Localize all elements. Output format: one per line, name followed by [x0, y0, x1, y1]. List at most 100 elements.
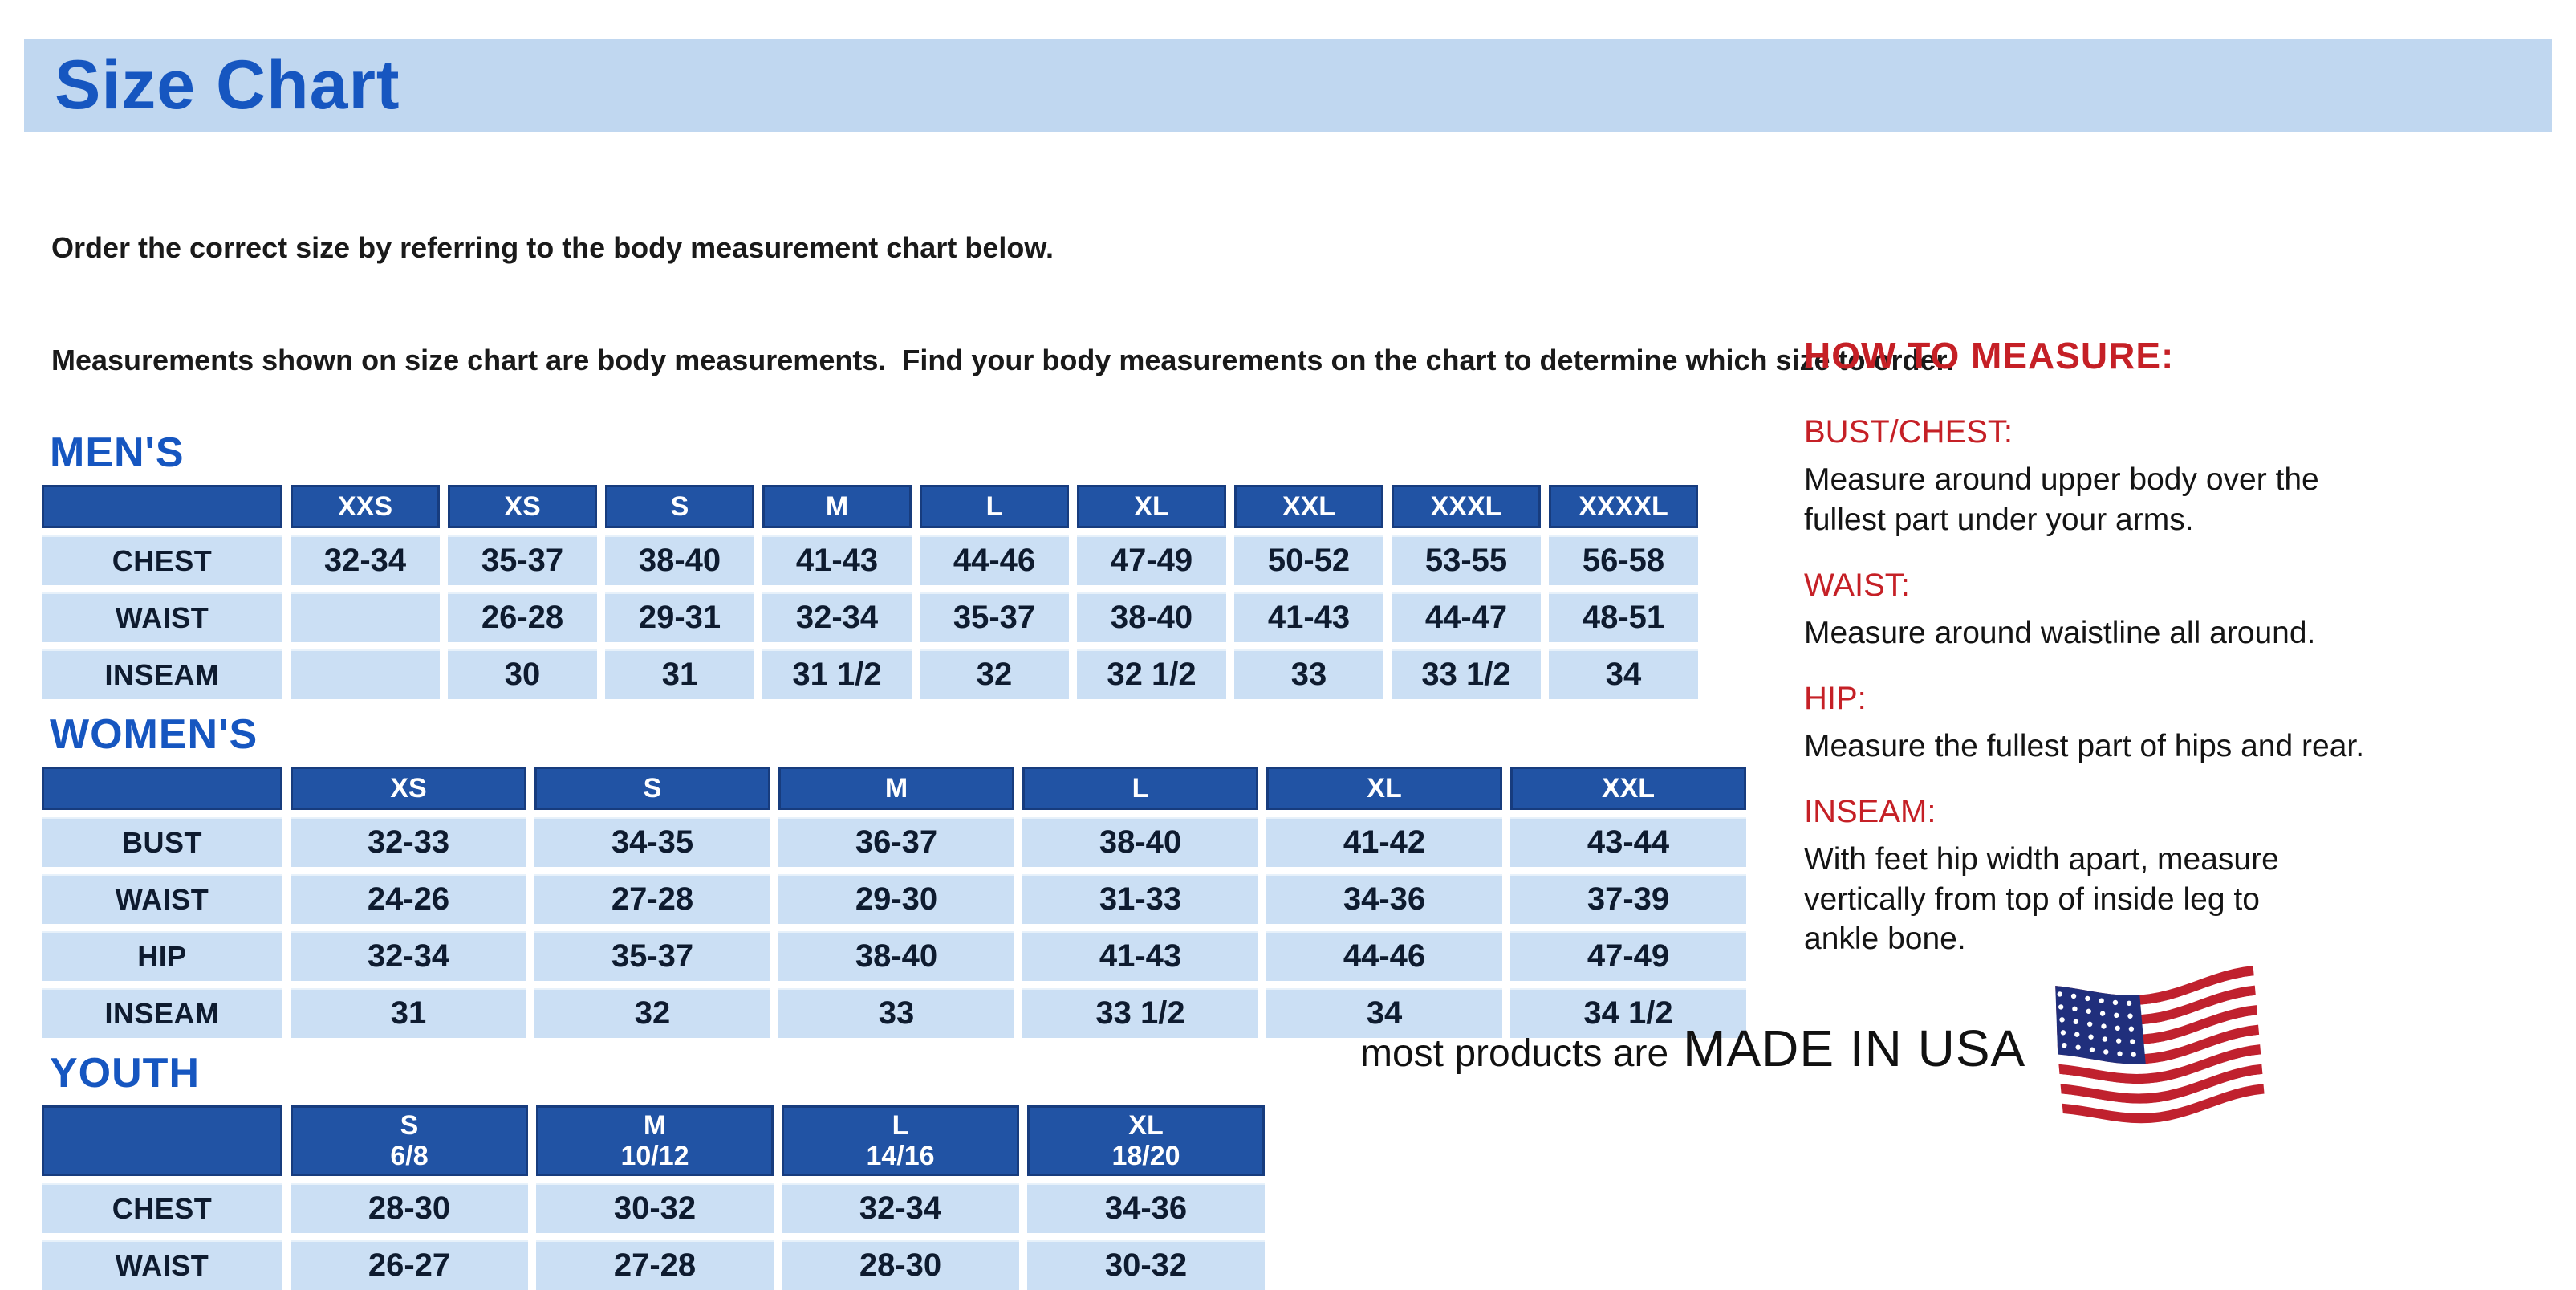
size-value-cell: 26-28 — [448, 592, 597, 642]
how-to-measure-title: HOW TO MEASURE: — [1804, 335, 2175, 376]
column-header-cell: S 6/8 — [291, 1105, 528, 1176]
size-value-cell: 35-37 — [448, 535, 597, 585]
size-value-cell: 34 1/2 — [1510, 987, 1746, 1038]
size-value-cell: 38-40 — [1077, 592, 1226, 642]
size-value-cell — [291, 592, 440, 642]
measure-item-text: With feet hip width apart, measure verti… — [1804, 841, 2279, 957]
column-header-cell: XXXL — [1392, 484, 1541, 528]
made-in-usa-footer: most products are MADE IN USA — [1360, 966, 2282, 1130]
mens-size-table: XXS XS S M L XL XXL XXXL XXXXL CHEST 32-34 35-37 38-… — [42, 484, 1775, 699]
row-label-cell: CHEST — [42, 1182, 282, 1233]
size-value-cell: 31 — [291, 987, 526, 1038]
size-value-cell: 33 1/2 — [1022, 987, 1258, 1038]
table-corner-cell — [42, 1105, 282, 1176]
size-value-cell: 34-35 — [534, 816, 770, 867]
size-value-cell: 32-34 — [291, 535, 440, 585]
size-value-cell: 44-46 — [1266, 930, 1502, 981]
size-value-cell: 41-43 — [1234, 592, 1383, 642]
size-value-cell: 31-33 — [1022, 873, 1258, 924]
column-header-cell: M 10/12 — [536, 1105, 774, 1176]
size-value-cell: 41-42 — [1266, 816, 1502, 867]
made-in-usa-text: most products are MADE IN USA — [1360, 1019, 2025, 1078]
size-value-cell: 53-55 — [1392, 535, 1541, 585]
size-value-cell: 32-33 — [291, 816, 526, 867]
column-header-cell: XL 18/20 — [1027, 1105, 1265, 1176]
measure-item-label: WAIST: — [1804, 567, 1910, 603]
column-header-cell: XL — [1077, 484, 1226, 528]
size-value-cell: 32 — [920, 649, 1069, 699]
intro-line-2: Measurements shown on size chart are bod… — [51, 343, 1954, 376]
size-value-cell: 30-32 — [1027, 1239, 1265, 1290]
intro-text: Order the correct size by referring to t… — [51, 154, 2576, 417]
size-value-cell: 32-34 — [762, 592, 912, 642]
size-value-cell — [291, 649, 440, 699]
column-header-cell: L — [920, 484, 1069, 528]
measure-item-label: BUST/CHEST: — [1804, 414, 2013, 450]
column-header-cell: XXL — [1510, 766, 1746, 810]
measure-item-text: Measure around upper body over the fulle… — [1804, 462, 2319, 537]
size-tables-column: MEN'S XXS XS S M L XL XXL XXXL XXXXL CHEST 32-34 35… — [42, 429, 1775, 1290]
row-label-cell: INSEAM — [42, 649, 282, 699]
column-header-cell: XXXXL — [1549, 484, 1698, 528]
size-value-cell: 41-43 — [1022, 930, 1258, 981]
how-to-measure-items: BUST/CHEST: Measure around upper body ove… — [1804, 414, 2558, 959]
size-value-cell: 37-39 — [1510, 873, 1746, 924]
womens-section-heading: WOMEN'S — [50, 710, 258, 758]
table-corner-cell — [42, 766, 282, 810]
size-value-cell: 43-44 — [1510, 816, 1746, 867]
size-value-cell: 34-36 — [1027, 1182, 1265, 1233]
size-value-cell: 41-43 — [762, 535, 912, 585]
size-value-cell: 32-34 — [782, 1182, 1019, 1233]
youth-section-heading: YOUTH — [50, 1049, 200, 1097]
column-header-cell: L — [1022, 766, 1258, 810]
row-label-cell: WAIST — [42, 592, 282, 642]
size-value-cell: 47-49 — [1077, 535, 1226, 585]
size-value-cell: 30 — [448, 649, 597, 699]
column-header-cell: L 14/16 — [782, 1105, 1019, 1176]
row-label-cell: WAIST — [42, 1239, 282, 1290]
row-label-cell: HIP — [42, 930, 282, 981]
youth-range-label: 6/8 — [390, 1140, 429, 1171]
size-value-cell: 33 — [1234, 649, 1383, 699]
row-label-cell: BUST — [42, 816, 282, 867]
measure-item-text: Measure around waistline all around. — [1804, 615, 2316, 650]
column-header-cell: S — [605, 484, 754, 528]
column-header-cell: XS — [291, 766, 526, 810]
size-value-cell: 35-37 — [534, 930, 770, 981]
youth-range-label: 18/20 — [1111, 1140, 1180, 1171]
youth-size-table: S 6/8 M 10/12 L 14/16 XL 18/20 CHEST 28-30 30-32 32… — [42, 1105, 1775, 1290]
column-header-cell: S — [534, 766, 770, 810]
womens-section: WOMEN'S XS S M L XL XXL BUST 32-33 34-35 36-37 38-… — [42, 710, 1775, 1038]
size-value-cell: 35-37 — [920, 592, 1069, 642]
youth-size-label: XL — [1128, 1109, 1164, 1141]
us-flag-icon — [2054, 966, 2265, 1124]
size-value-cell: 29-30 — [778, 873, 1014, 924]
size-value-cell: 27-28 — [536, 1239, 774, 1290]
column-header-cell: XXS — [291, 484, 440, 528]
size-value-cell: 31 1/2 — [762, 649, 912, 699]
youth-size-label: M — [643, 1109, 667, 1141]
size-value-cell: 26-27 — [291, 1239, 528, 1290]
column-header-cell: XXL — [1234, 484, 1383, 528]
size-value-cell: 36-37 — [778, 816, 1014, 867]
size-value-cell: 33 — [778, 987, 1014, 1038]
youth-size-label: S — [400, 1109, 419, 1141]
size-value-cell: 30-32 — [536, 1182, 774, 1233]
size-value-cell: 44-47 — [1392, 592, 1541, 642]
size-value-cell: 33 1/2 — [1392, 649, 1541, 699]
womens-size-table: XS S M L XL XXL BUST 32-33 34-35 36-37 38-40 41-42 4… — [42, 766, 1775, 1038]
measure-item-label: INSEAM: — [1804, 793, 1936, 829]
youth-range-label: 14/16 — [866, 1140, 935, 1171]
size-value-cell: 27-28 — [534, 873, 770, 924]
column-header-cell: XL — [1266, 766, 1502, 810]
size-value-cell: 28-30 — [291, 1182, 528, 1233]
size-value-cell: 32 — [534, 987, 770, 1038]
table-corner-cell — [42, 484, 282, 528]
measure-item-label: HIP: — [1804, 680, 1867, 716]
mens-section-heading: MEN'S — [50, 429, 185, 476]
size-value-cell: 32-34 — [291, 930, 526, 981]
intro-line-1: Order the correct size by referring to t… — [51, 230, 1054, 264]
size-value-cell: 38-40 — [778, 930, 1014, 981]
size-value-cell: 50-52 — [1234, 535, 1383, 585]
row-label-cell: INSEAM — [42, 987, 282, 1038]
